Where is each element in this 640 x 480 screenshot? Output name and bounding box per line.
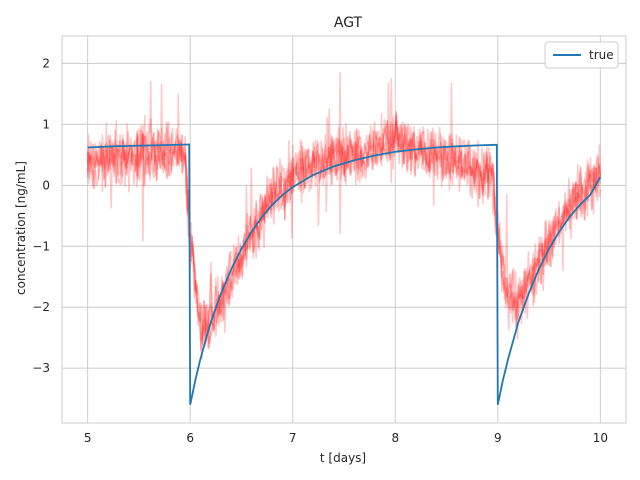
x-tick-label: 6 bbox=[186, 431, 194, 445]
noisy-trace bbox=[86, 114, 602, 349]
plot-area bbox=[61, 35, 627, 424]
legend-label-true: true bbox=[589, 48, 614, 62]
noisy-trace bbox=[86, 78, 602, 351]
y-tick-labels: −3 −2 −1 0 1 2 bbox=[32, 56, 50, 375]
legend: true bbox=[544, 41, 619, 69]
axes-frame bbox=[61, 35, 627, 424]
x-tick-label: 5 bbox=[84, 431, 92, 445]
series-line-true bbox=[87, 143, 602, 405]
x-tick-label: 9 bbox=[494, 431, 502, 445]
y-tick-label: 2 bbox=[42, 56, 50, 70]
noisy-trace bbox=[86, 72, 602, 347]
x-axis-label: t [days] bbox=[320, 451, 366, 465]
x-tick-labels: 5 6 7 8 9 10 bbox=[84, 431, 608, 445]
x-tick-label: 10 bbox=[593, 431, 608, 445]
x-tick-label: 8 bbox=[391, 431, 399, 445]
chart-title: AGT bbox=[334, 15, 363, 31]
y-tick-label: 1 bbox=[42, 117, 50, 131]
y-tick-label: −3 bbox=[32, 361, 50, 375]
noisy-trace bbox=[86, 93, 602, 349]
legend-box bbox=[544, 41, 619, 69]
y-axis-label: concentration [ng/mL] bbox=[14, 161, 28, 295]
y-tick-label: −2 bbox=[32, 300, 50, 314]
noisy-trace bbox=[86, 116, 602, 360]
y-tick-label: 0 bbox=[42, 178, 50, 192]
x-tick-label: 7 bbox=[289, 431, 297, 445]
true-line bbox=[87, 143, 602, 405]
noisy-measurements bbox=[86, 72, 602, 360]
y-tick-label: −1 bbox=[32, 239, 50, 253]
axes-background bbox=[62, 36, 626, 423]
